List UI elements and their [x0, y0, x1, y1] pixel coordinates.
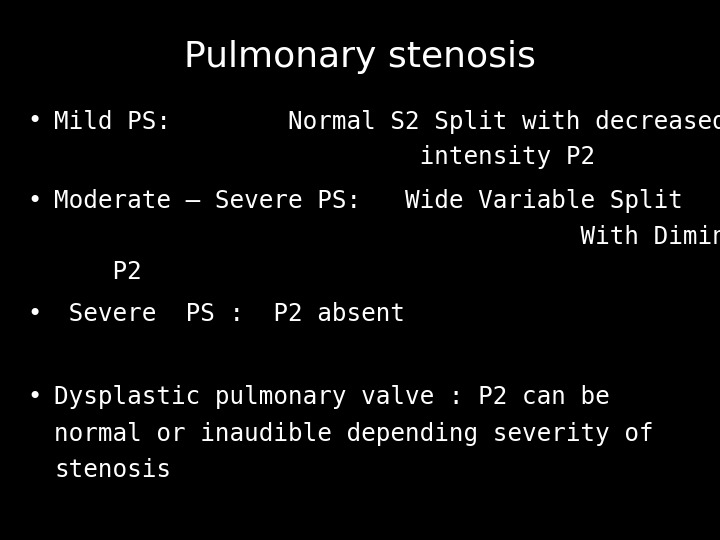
Text: stenosis: stenosis — [54, 458, 171, 482]
Text: intensity P2: intensity P2 — [54, 145, 595, 168]
Text: •: • — [27, 190, 42, 213]
Text: With Diminished: With Diminished — [54, 225, 720, 248]
Text: normal or inaudible depending severity of: normal or inaudible depending severity o… — [54, 422, 654, 446]
Text: •: • — [27, 110, 42, 133]
Text: Mild PS:        Normal S2 Split with decreased: Mild PS: Normal S2 Split with decreased — [54, 110, 720, 133]
Text: •: • — [27, 385, 42, 409]
Text: •: • — [27, 302, 42, 326]
Text: Severe  PS :  P2 absent: Severe PS : P2 absent — [54, 302, 405, 326]
Text: P2: P2 — [54, 260, 142, 284]
Text: Moderate – Severe PS:   Wide Variable Split: Moderate – Severe PS: Wide Variable Spli… — [54, 190, 683, 213]
Text: Pulmonary stenosis: Pulmonary stenosis — [184, 40, 536, 73]
Text: Dysplastic pulmonary valve : P2 can be: Dysplastic pulmonary valve : P2 can be — [54, 385, 610, 409]
